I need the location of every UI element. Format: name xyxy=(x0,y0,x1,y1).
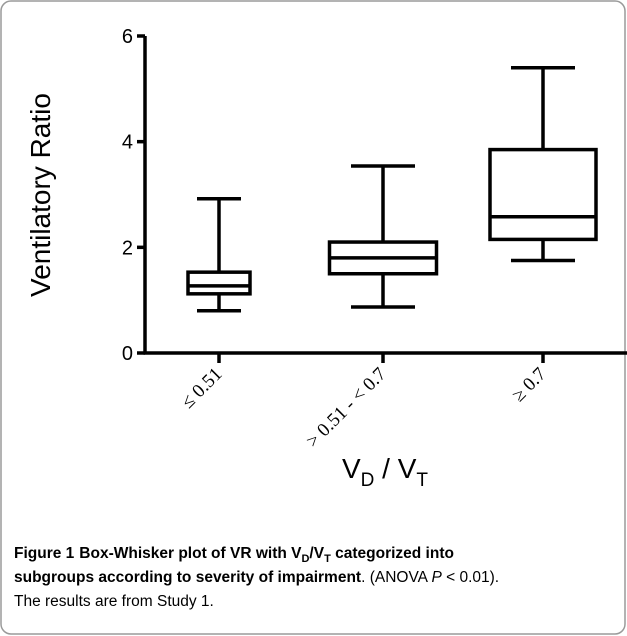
x-label-part: V xyxy=(342,453,361,484)
x-axis-label: VD / VT xyxy=(342,453,428,491)
caption-line: subgroups according to severity of impai… xyxy=(14,569,499,586)
caption-sub: T xyxy=(324,553,331,565)
y-tick-label: 2 xyxy=(122,237,133,259)
caption-text: < 0.01). xyxy=(442,569,499,586)
x-tick-label: ≤ 0.51 xyxy=(177,364,226,413)
y-tick-label: 0 xyxy=(122,343,133,365)
caption-text: . (ANOVA xyxy=(361,569,431,586)
y-tick-label: 4 xyxy=(122,132,133,154)
caption-line: The results are from Study 1. xyxy=(14,593,214,610)
box xyxy=(186,270,252,296)
caption-sub: D xyxy=(301,553,309,565)
x-label-part: / V xyxy=(374,453,416,484)
caption-text: P xyxy=(431,569,442,586)
y-axis-label: Ventilatory Ratio xyxy=(25,93,56,297)
caption-text: /V xyxy=(309,545,324,562)
box xyxy=(488,147,598,242)
x-tick-label: > 0.51 - < 0.7 xyxy=(302,364,390,452)
caption-text: Box-Whisker plot of VR with V xyxy=(79,545,302,562)
x-label-sub: D xyxy=(361,470,375,491)
caption-text: categorized into xyxy=(331,545,454,562)
caption-line: Figure 1 Box-Whisker plot of VR with VD/V… xyxy=(14,545,454,565)
x-tick-label: ≥ 0.7 xyxy=(508,364,550,406)
caption-text: subgroups according to severity of impai… xyxy=(14,569,361,586)
caption-label: Figure 1 xyxy=(14,545,75,562)
x-label-sub: T xyxy=(416,470,428,491)
y-tick-label: 6 xyxy=(122,26,133,48)
